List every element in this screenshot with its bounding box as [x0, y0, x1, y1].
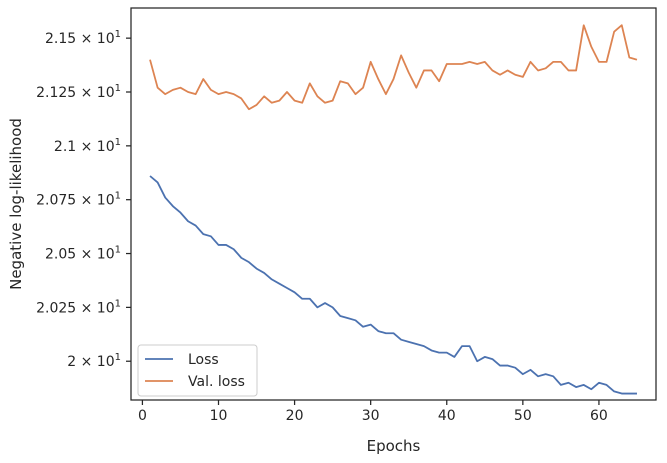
y-tick-label: 2.05 × 101 — [45, 245, 121, 263]
x-tick-label: 20 — [286, 408, 304, 424]
x-tick-label: 40 — [438, 408, 456, 424]
y-tick-label: 2.15 × 101 — [45, 29, 121, 47]
plot-lines — [149, 24, 638, 395]
y-tick-label: 2.075 × 101 — [36, 191, 121, 209]
axes-frame — [130, 7, 657, 401]
y-axis-label: Negative log-likelihood — [7, 118, 25, 290]
series-line-val-loss — [149, 24, 638, 111]
series-line-loss — [149, 175, 637, 395]
x-tick-label: 10 — [210, 408, 228, 424]
y-tick-label: 2 × 101 — [67, 352, 121, 370]
legend-label-val-loss: Val. loss — [188, 374, 245, 390]
x-axis: 0 10 20 30 40 50 60 — [138, 400, 608, 424]
x-axis-label: Epochs — [367, 437, 421, 455]
x-tick-label: 0 — [138, 408, 147, 424]
legend-label-loss: Loss — [188, 352, 219, 368]
legend: Loss Val. loss — [137, 344, 258, 397]
x-tick-label: 50 — [514, 408, 532, 424]
x-tick-label: 30 — [362, 408, 380, 424]
y-tick-label: 2.1 × 101 — [54, 137, 121, 155]
legend-box — [137, 344, 258, 397]
x-tick-label: 60 — [590, 408, 608, 424]
y-axis: 2 × 101 2.025 × 101 2.05 × 101 2.075 × 101 2… — [36, 29, 131, 370]
y-tick-label: 2.125 × 101 — [36, 83, 121, 101]
y-tick-label: 2.025 × 101 — [36, 298, 121, 316]
